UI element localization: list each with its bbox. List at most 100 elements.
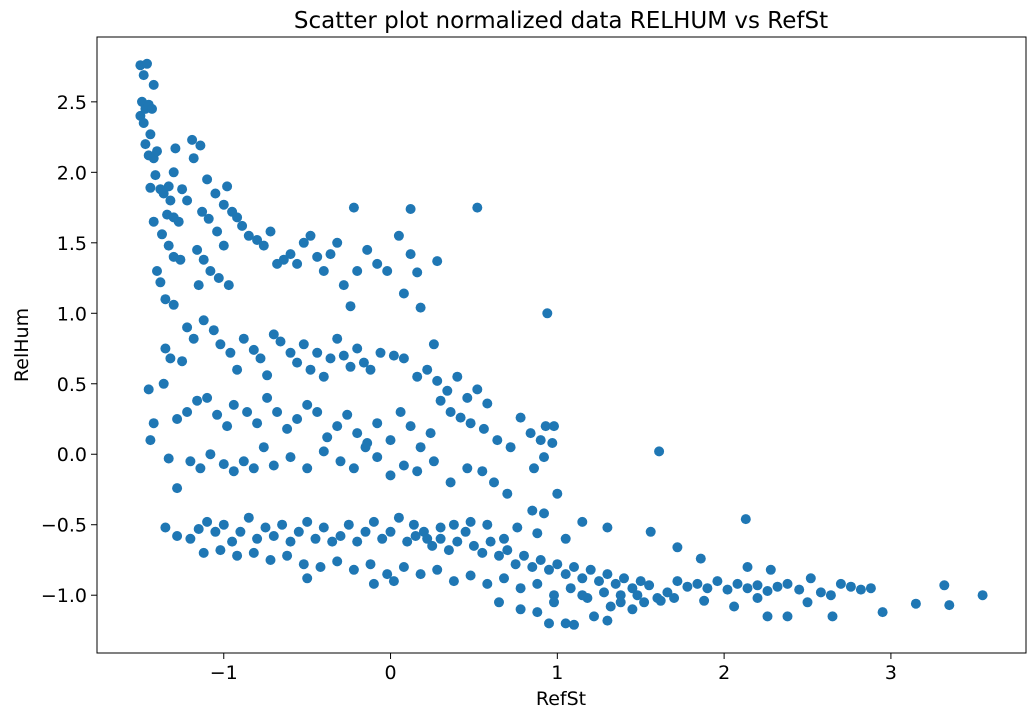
data-point-244 [519,550,529,561]
data-point-330 [827,611,838,622]
data-point-344 [742,562,753,572]
data-point-2 [142,58,152,69]
data-point-347 [577,516,588,527]
data-point-85 [415,302,426,313]
data-point-334 [944,600,955,611]
data-point-205 [193,524,204,534]
data-point-162 [492,435,503,446]
data-point-358 [539,508,549,519]
data-point-170 [654,446,665,457]
data-point-44 [197,206,208,217]
data-point-299 [602,615,613,626]
data-point-123 [432,375,443,386]
data-point-282 [565,583,576,594]
data-point-103 [268,329,279,340]
data-point-91 [177,356,188,367]
data-point-338 [655,595,666,606]
data-point-119 [388,350,399,361]
data-point-113 [338,350,349,361]
data-point-315 [772,581,783,592]
data-point-302 [639,597,650,608]
data-point-351 [499,533,509,544]
data-point-90 [165,353,176,364]
x-axis-ticks: −1 0 1 2 3 [210,653,897,684]
data-point-105 [285,347,296,358]
data-point-327 [752,593,763,603]
y-axis-ticks: −1.0 −0.5 0.0 0.5 1.0 1.5 2.0 2.5 [41,92,97,607]
data-point-154 [405,421,416,432]
data-point-207 [210,526,221,537]
data-point-313 [752,580,763,591]
data-point-310 [722,584,733,595]
data-point-100 [248,344,259,355]
data-point-234 [435,533,446,544]
data-point-122 [422,364,433,375]
data-point-35 [177,184,188,195]
data-point-311 [732,578,743,589]
data-point-265 [282,550,293,561]
data-point-33 [168,299,179,310]
data-point-127 [472,384,483,395]
data-point-128 [482,398,493,409]
data-point-180 [248,463,259,474]
data-point-216 [285,536,296,547]
data-point-179 [238,456,249,467]
data-point-136 [222,421,233,432]
y-tick-label: 0.0 [57,444,87,466]
data-point-336 [699,595,710,606]
data-point-148 [342,409,353,420]
data-point-47 [218,240,229,251]
data-point-68 [318,266,329,276]
data-point-329 [782,611,793,622]
data-point-43 [222,181,233,192]
data-point-19 [168,167,179,178]
data-point-34 [145,182,156,193]
data-point-51 [213,273,224,283]
data-point-316 [782,578,793,589]
data-point-18 [163,181,174,192]
data-point-237 [460,526,471,537]
data-point-57 [243,230,254,241]
data-point-278 [499,573,509,584]
data-point-14 [152,146,162,157]
data-point-243 [510,559,521,570]
data-point-102 [262,370,273,381]
data-point-253 [594,576,604,587]
data-point-108 [305,364,316,375]
data-point-114 [345,361,356,372]
data-point-40 [202,174,213,185]
data-point-84 [398,288,409,299]
data-point-161 [478,423,489,434]
data-point-353 [465,516,476,527]
data-point-31 [155,277,166,288]
data-point-309 [712,576,723,587]
data-point-214 [268,531,279,541]
data-point-238 [468,540,479,551]
data-point-56 [237,220,248,231]
data-point-117 [365,364,376,375]
data-point-324 [865,583,876,594]
data-point-227 [377,533,388,544]
data-point-131 [172,414,183,424]
chart-title: Scatter plot normalized data RELHUM vs R… [294,8,828,34]
data-point-67 [312,251,323,262]
data-point-312 [742,583,753,594]
x-tick-label: 3 [885,662,897,684]
data-point-59 [258,240,269,251]
data-point-94 [198,315,209,326]
data-point-352 [482,519,493,530]
data-point-213 [260,522,271,533]
x-tick-label: −1 [210,662,238,684]
data-point-355 [435,522,446,533]
data-point-267 [315,562,326,572]
data-point-77 [393,230,404,241]
data-point-194 [445,477,456,488]
data-point-173 [172,483,183,494]
data-point-159 [455,412,466,423]
data-point-269 [348,564,359,575]
data-point-286 [632,590,643,601]
data-point-83 [432,256,443,267]
data-point-144 [302,399,313,410]
data-point-220 [318,522,329,533]
data-point-69 [325,249,336,260]
